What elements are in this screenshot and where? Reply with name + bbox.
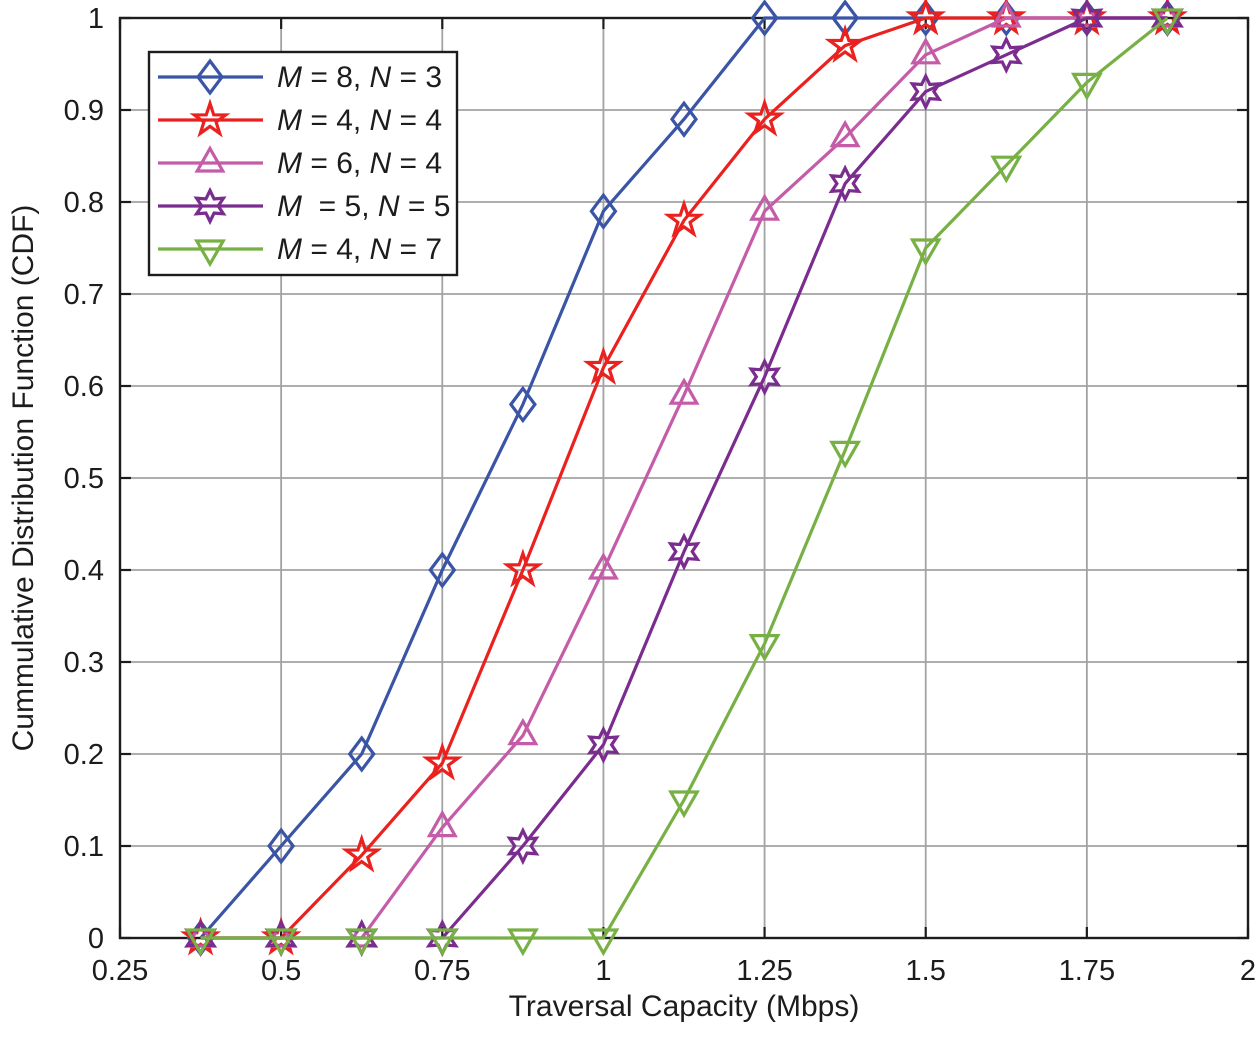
data-point-marker: [828, 164, 862, 203]
legend-marker-triangle-down: [194, 239, 226, 268]
y-axis-title: Cummulative Distribution Function (CDF): [7, 204, 40, 752]
y-tick-label: 0.8: [64, 187, 104, 219]
data-point-marker: [589, 192, 618, 230]
data-point-marker: [587, 552, 619, 580]
legend-entry: M = 6, N = 4: [158, 145, 442, 180]
y-tick-label: 0.5: [64, 463, 104, 495]
y-tick-label: 1: [88, 3, 104, 35]
data-point-marker: [985, 0, 1027, 36]
data-point-marker: [990, 155, 1023, 184]
data-point-marker: [905, 0, 947, 36]
y-tick-label: 0.2: [64, 739, 104, 771]
y-tick-label: 0.9: [64, 95, 104, 127]
data-point-marker: [749, 193, 781, 221]
x-tick-label: 1.75: [1059, 955, 1115, 987]
data-point-marker: [346, 920, 378, 948]
x-tick-label: 1.5: [906, 955, 946, 987]
data-point-marker: [744, 97, 786, 137]
data-point-marker: [428, 551, 457, 589]
legend-label: M = 4, N = 4: [277, 104, 442, 137]
x-axis-tick-labels: 0.25 0.5 0.75 1 1.25 1.5 1.75 2: [92, 955, 1256, 987]
legend-box: [147, 50, 459, 277]
data-point-marker: [668, 377, 700, 405]
data-point-marker: [184, 928, 217, 957]
data-point-marker: [345, 928, 378, 957]
legend-label: M = 4, N = 7: [277, 233, 442, 266]
legend-entry: M = 5, N = 5: [158, 186, 450, 226]
x-tick-label: 1: [595, 955, 611, 987]
x-tick-label: 0.75: [414, 955, 470, 987]
y-tick-label: 0.7: [64, 279, 104, 311]
y-tick-label: 0.1: [64, 831, 104, 863]
data-point-marker: [185, 920, 217, 948]
legend-entry: M = 4, N = 4: [158, 98, 442, 138]
y-axis-tick-labels: 0 0.1 0.2 0.3 0.4 0.5 0.6 0.7 0.8 0.9 1: [64, 3, 104, 955]
data-point-marker: [750, 0, 779, 37]
data-point-marker: [989, 35, 1023, 74]
data-point-marker: [667, 532, 701, 571]
data-point-marker: [506, 826, 540, 866]
data-point-marker: [582, 346, 624, 386]
x-tick-label: 1.25: [736, 955, 792, 987]
x-tick-label: 2: [1240, 955, 1256, 987]
data-point-marker: [1071, 0, 1103, 28]
data-point-marker: [1151, 0, 1183, 28]
data-point-marker: [668, 790, 700, 819]
data-point-marker: [910, 37, 942, 65]
data-point-marker: [909, 238, 942, 267]
y-tick-label: 0.4: [64, 555, 104, 587]
data-point-marker: [426, 928, 459, 957]
legend-marker-star5: [189, 98, 231, 138]
data-point-marker: [748, 357, 782, 396]
data-point-marker: [508, 385, 537, 424]
data-point-marker: [1070, 0, 1104, 38]
data-point-marker: [587, 928, 620, 957]
legend-entry: M = 4, N = 7: [158, 233, 442, 268]
data-point-marker: [824, 24, 866, 64]
data-point-marker: [341, 833, 383, 873]
data-point-marker: [265, 920, 297, 948]
legend: M = 8, N = 3 M = 4, N = 4 M = 6, N = 4 M = …: [147, 50, 459, 277]
legend-entry: M = 8, N = 3: [158, 58, 442, 96]
data-point-marker: [670, 100, 698, 138]
y-tick-label: 0: [88, 923, 104, 955]
data-point-marker: [426, 809, 458, 838]
legend-label: M = 8, N = 3: [277, 61, 442, 94]
legend-marker-star6: [193, 186, 227, 226]
legend-label: M = 5, N = 5: [277, 190, 450, 223]
data-point-marker: [829, 119, 861, 148]
data-point-marker: [909, 72, 943, 111]
data-point-marker: [748, 633, 781, 662]
data-point-marker: [506, 928, 539, 957]
series-line: [200, 16, 1169, 940]
data-point-marker: [990, 0, 1022, 28]
data-point-marker: [507, 717, 539, 746]
x-tick-label: 0.25: [92, 955, 148, 987]
x-axis-title: Traversal Capacity (Mbps): [508, 990, 860, 1023]
data-point-marker: [586, 725, 620, 764]
data-point-marker: [267, 827, 296, 865]
data-point-marker: [1070, 72, 1103, 101]
data-point-marker: [663, 198, 705, 238]
legend-marker-triangle-up: [194, 145, 226, 173]
data-point-marker: [347, 735, 376, 773]
x-tick-label: 0.5: [261, 955, 301, 987]
series-m-4-n-7: [184, 8, 1184, 957]
data-point-marker: [265, 928, 298, 957]
data-point-marker: [1151, 8, 1184, 37]
data-point-marker: [829, 440, 862, 469]
y-tick-label: 0.3: [64, 647, 104, 679]
legend-marker-diamond: [196, 58, 224, 96]
data-point-marker: [421, 741, 463, 781]
y-tick-label: 0.6: [64, 371, 104, 403]
legend-label: M = 6, N = 4: [277, 147, 442, 180]
data-point-marker: [502, 548, 544, 588]
